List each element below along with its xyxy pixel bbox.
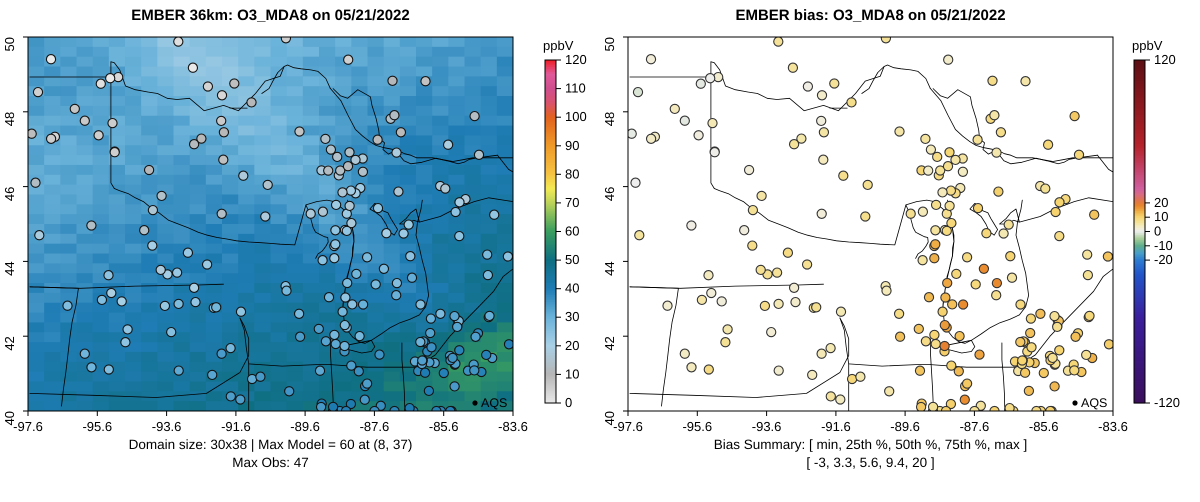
svg-text:-87.6: -87.6 xyxy=(960,419,990,434)
svg-text:44: 44 xyxy=(2,261,17,275)
svg-text:-93.6: -93.6 xyxy=(152,419,182,434)
svg-text:-91.6: -91.6 xyxy=(821,419,851,434)
svg-text:46: 46 xyxy=(2,187,17,201)
svg-text:-97.6: -97.6 xyxy=(13,419,43,434)
svg-text:110: 110 xyxy=(565,81,586,96)
svg-text:Max Obs: 47: Max Obs: 47 xyxy=(232,455,309,470)
svg-text:40: 40 xyxy=(565,281,579,296)
svg-text:50: 50 xyxy=(565,252,579,267)
svg-text:80: 80 xyxy=(565,166,579,181)
svg-text:-95.6: -95.6 xyxy=(82,419,112,434)
svg-text:-97.6: -97.6 xyxy=(613,419,643,434)
svg-text:90: 90 xyxy=(565,138,579,153)
svg-text:0: 0 xyxy=(565,395,572,410)
svg-text:50: 50 xyxy=(2,37,17,51)
svg-text:-120: -120 xyxy=(1154,395,1180,410)
svg-text:AQS: AQS xyxy=(1081,396,1107,410)
svg-text:0: 0 xyxy=(1154,224,1161,239)
svg-text:ppbV: ppbV xyxy=(543,38,574,53)
svg-text:30: 30 xyxy=(565,309,579,324)
svg-text:[ -3, 3.3, 5.6, 9.4, 20 ]: [ -3, 3.3, 5.6, 9.4, 20 ] xyxy=(806,455,934,470)
svg-text:50: 50 xyxy=(602,37,617,51)
svg-text:70: 70 xyxy=(565,195,579,210)
svg-text:42: 42 xyxy=(2,336,17,350)
svg-text:48: 48 xyxy=(602,112,617,126)
svg-text:-83.6: -83.6 xyxy=(498,419,528,434)
svg-text:-83.6: -83.6 xyxy=(1098,419,1128,434)
svg-text:20: 20 xyxy=(1154,195,1168,210)
svg-text:AQS: AQS xyxy=(481,396,507,410)
svg-text:42: 42 xyxy=(602,336,617,350)
svg-text:-85.6: -85.6 xyxy=(429,419,459,434)
svg-text:-95.6: -95.6 xyxy=(682,419,712,434)
svg-text:20: 20 xyxy=(565,338,579,353)
svg-text:-85.6: -85.6 xyxy=(1029,419,1059,434)
svg-text:EMBER 36km: O3_MDA8 on 05/21/2: EMBER 36km: O3_MDA8 on 05/21/2022 xyxy=(131,7,409,24)
svg-text:-20: -20 xyxy=(1154,252,1173,267)
svg-text:48: 48 xyxy=(2,112,17,126)
svg-text:-93.6: -93.6 xyxy=(752,419,782,434)
svg-text:ppbV: ppbV xyxy=(1132,38,1163,53)
svg-text:60: 60 xyxy=(565,224,579,239)
svg-text:-89.6: -89.6 xyxy=(890,419,920,434)
svg-text:120: 120 xyxy=(565,52,587,67)
svg-text:44: 44 xyxy=(602,261,617,275)
svg-text:10: 10 xyxy=(565,366,579,381)
svg-text:EMBER bias: O3_MDA8 on 05/21/2: EMBER bias: O3_MDA8 on 05/21/2022 xyxy=(735,7,1005,24)
svg-text:Domain size: 30x38 | Max Model: Domain size: 30x38 | Max Model = 60 at (… xyxy=(129,437,413,452)
svg-text:120: 120 xyxy=(1154,52,1176,67)
svg-text:-87.6: -87.6 xyxy=(360,419,390,434)
svg-text:-91.6: -91.6 xyxy=(221,419,251,434)
svg-text:100: 100 xyxy=(565,109,587,124)
svg-text:-10: -10 xyxy=(1154,238,1173,253)
svg-text:10: 10 xyxy=(1154,209,1168,224)
svg-text:46: 46 xyxy=(602,187,617,201)
svg-text:Bias Summary: [ min, 25th %, 5: Bias Summary: [ min, 25th %, 50th %, 75t… xyxy=(714,437,1028,452)
svg-text:-89.6: -89.6 xyxy=(290,419,320,434)
